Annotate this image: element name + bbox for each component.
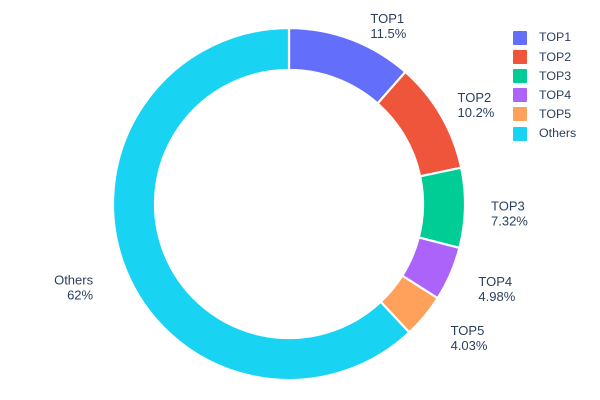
slice-label-top4: TOP4 4.98%: [478, 274, 515, 304]
legend-swatch-icon: [513, 107, 527, 122]
slice-label-name: TOP3: [491, 199, 525, 214]
slice-label-name: TOP2: [458, 90, 492, 105]
pie-slice-others[interactable]: [111, 26, 411, 382]
legend-item-others[interactable]: Others: [513, 124, 595, 143]
legend-item-top5[interactable]: TOP5: [513, 105, 595, 124]
slice-label-percent: 4.03%: [451, 338, 488, 353]
slice-label-name: TOP1: [370, 11, 404, 26]
slice-label-percent: 62%: [67, 287, 93, 302]
slice-label-top2: TOP2 10.2%: [458, 90, 495, 120]
legend-item-top3[interactable]: TOP3: [513, 66, 595, 85]
slice-label-percent: 7.32%: [491, 214, 528, 229]
legend-swatch-icon: [513, 126, 527, 141]
slice-label-name: TOP4: [478, 274, 512, 289]
legend-item-top4[interactable]: TOP4: [513, 86, 595, 105]
legend-item-label: TOP1: [539, 30, 572, 45]
slice-label-name: Others: [54, 272, 94, 287]
pie-slices-group: [111, 26, 467, 382]
legend-swatch-icon: [513, 49, 527, 64]
pie-slice-top3[interactable]: [417, 166, 467, 249]
legend-item-top2[interactable]: TOP2: [513, 47, 595, 66]
legend-item-label: Others: [539, 126, 577, 141]
slice-label-percent: 10.2%: [458, 105, 495, 120]
legend-swatch-icon: [513, 88, 527, 103]
legend-item-label: TOP4: [539, 87, 572, 102]
legend-swatch-icon: [513, 30, 527, 45]
legend-item-label: TOP3: [539, 68, 572, 83]
legend-item-label: TOP5: [539, 107, 572, 122]
slice-label-top5: TOP5 4.03%: [451, 323, 488, 353]
slice-label-percent: 4.98%: [478, 289, 515, 304]
legend-swatch-icon: [513, 68, 527, 83]
pie-outside-labels-group: TOP1 11.5% TOP2 10.2% TOP3 7.32% TOP4 4.98% TOP5…: [54, 11, 528, 353]
slice-label-top1: TOP1 11.5%: [370, 11, 406, 41]
legend-item-label: TOP2: [539, 49, 572, 64]
slice-label-percent: 11.5%: [370, 26, 406, 41]
pie-slice-top2[interactable]: [376, 70, 463, 178]
slice-label-others: Others 62%: [54, 272, 94, 302]
legend-item-top1[interactable]: TOP1: [513, 28, 595, 47]
chart-legend: TOP1 TOP2 TOP3 TOP4 TOP5 Others: [513, 28, 595, 143]
slice-label-name: TOP5: [451, 323, 485, 338]
slice-label-top3: TOP3 7.32%: [491, 199, 528, 229]
